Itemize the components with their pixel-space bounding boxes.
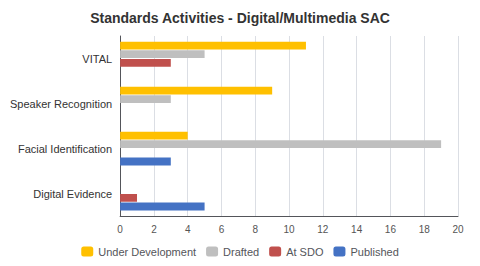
svg-text:20: 20 [452, 224, 464, 235]
svg-text:Digital Evidence: Digital Evidence [33, 188, 112, 200]
svg-text:14: 14 [351, 224, 363, 235]
svg-text:Facial Identification: Facial Identification [18, 143, 112, 155]
svg-text:8: 8 [252, 224, 258, 235]
svg-text:2: 2 [151, 224, 157, 235]
svg-text:Under Development: Under Development [98, 246, 196, 258]
svg-text:12: 12 [317, 224, 329, 235]
svg-text:0: 0 [117, 224, 123, 235]
svg-text:18: 18 [419, 224, 431, 235]
svg-text:At SDO: At SDO [286, 246, 324, 258]
svg-text:4: 4 [185, 224, 191, 235]
svg-text:Drafted: Drafted [223, 246, 259, 258]
svg-text:Published: Published [350, 246, 398, 258]
svg-text:Speaker Recognition: Speaker Recognition [10, 98, 112, 110]
svg-text:16: 16 [385, 224, 397, 235]
svg-text:6: 6 [219, 224, 225, 235]
svg-text:VITAL: VITAL [82, 53, 112, 65]
svg-text:10: 10 [283, 224, 295, 235]
svg-text:Standards Activities - Digital: Standards Activities - Digital/Multimedi… [90, 10, 390, 26]
